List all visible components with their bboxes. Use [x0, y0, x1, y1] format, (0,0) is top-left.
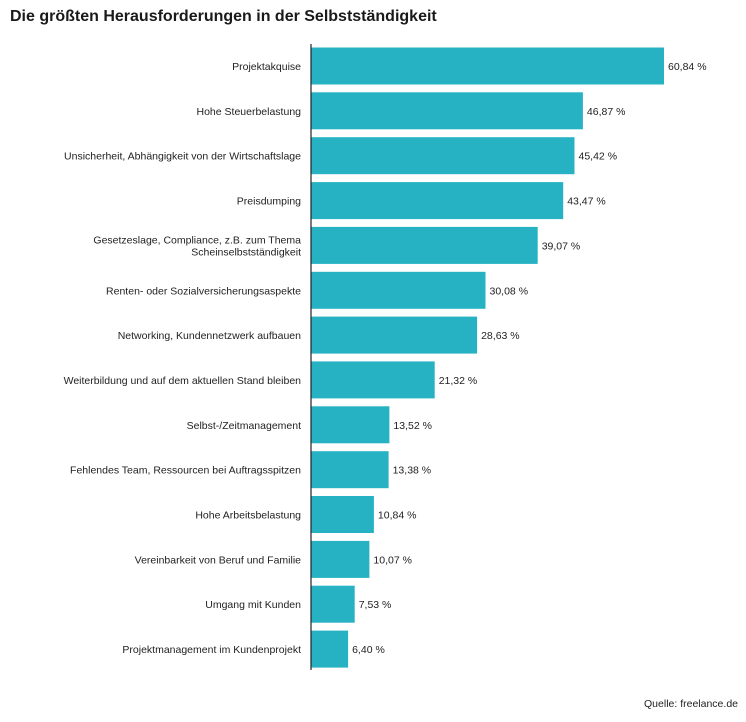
category-label: Gesetzeslage, Compliance, z.B. zum Thema	[93, 234, 301, 246]
category-label: Vereinbarkeit von Beruf und Familie	[135, 554, 301, 566]
category-label: Networking, Kundennetzwerk aufbauen	[118, 330, 301, 342]
bar-value-label: 13,52 %	[393, 420, 432, 432]
bar	[311, 137, 575, 175]
bar-value-label: 13,38 %	[393, 465, 432, 477]
source-note: Quelle: freelance.de	[644, 698, 738, 710]
category-label: Hohe Steuerbelastung	[197, 106, 302, 118]
category-label: Unsicherheit, Abhängigkeit von der Wirts…	[64, 151, 301, 163]
bar	[311, 630, 349, 668]
category-label: Projektmanagement im Kundenprojekt	[122, 644, 301, 656]
category-label: Renten- oder Sozialversicherungsaspekte	[106, 285, 301, 297]
chart-title: Die größten Herausforderungen in der Sel…	[10, 8, 437, 25]
bar-value-label: 28,63 %	[481, 330, 520, 342]
bar	[311, 406, 390, 444]
bar-value-label: 60,84 %	[668, 61, 707, 73]
bar	[311, 451, 389, 489]
bar	[311, 92, 583, 130]
bar-value-label: 30,08 %	[490, 285, 529, 297]
bar	[311, 182, 564, 220]
bar-value-label: 43,47 %	[567, 196, 606, 208]
bar-value-label: 6,40 %	[352, 644, 385, 656]
category-label: Preisdumping	[237, 196, 301, 208]
category-label: Scheinselbstständigkeit	[191, 246, 301, 258]
bar-value-label: 7,53 %	[359, 599, 392, 611]
bar-value-label: 21,32 %	[439, 375, 478, 387]
bar	[311, 47, 664, 85]
bar	[311, 496, 374, 533]
bar-value-label: 39,07 %	[542, 240, 581, 252]
bar	[311, 361, 435, 399]
category-label: Selbst-/Zeitmanagement	[187, 420, 301, 432]
bar-value-label: 10,84 %	[378, 510, 417, 522]
bar	[311, 226, 538, 264]
category-label: Weiterbildung und auf dem aktuellen Stan…	[64, 375, 302, 387]
bar	[311, 316, 478, 354]
category-label: Umgang mit Kunden	[205, 599, 301, 611]
category-label: Hohe Arbeitsbelastung	[195, 510, 301, 522]
bar	[311, 271, 486, 309]
bar-value-label: 46,87 %	[587, 106, 626, 118]
bar	[311, 585, 355, 623]
bar-value-label: 10,07 %	[373, 554, 412, 566]
category-label: Projektakquise	[232, 61, 301, 73]
bar	[311, 540, 370, 578]
bar-value-label: 45,42 %	[579, 151, 618, 163]
category-label: Fehlendes Team, Ressourcen bei Auftragss…	[70, 465, 301, 477]
